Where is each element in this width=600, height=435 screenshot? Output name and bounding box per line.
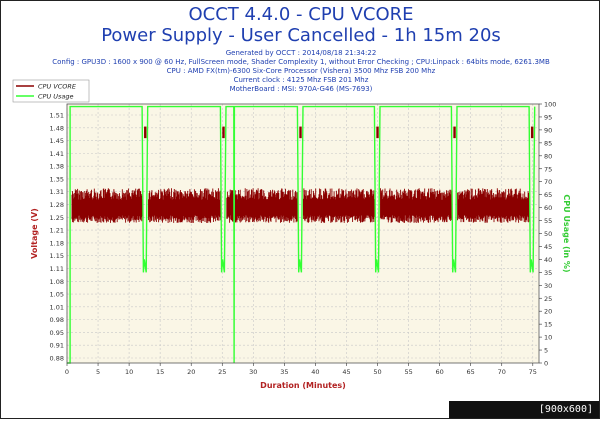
y-axis-label: Voltage (V)	[30, 208, 39, 259]
info-motherboard: MotherBoard : MSI: 970A-G46 (MS-7693)	[229, 85, 373, 93]
vcore-spike	[530, 126, 534, 139]
y2-tick-label: 10	[544, 334, 552, 342]
info-clock: Current clock : 4125 Mhz FSB 201 Mhz	[233, 76, 369, 84]
x-tick-label: 70	[498, 368, 506, 376]
x-tick-label: 45	[342, 368, 350, 376]
y-tick-label: 1.51	[50, 112, 64, 120]
x-tick-label: 35	[280, 368, 288, 376]
y2-tick-label: 15	[544, 321, 552, 329]
x-tick-label: 5	[96, 368, 100, 376]
series-cpu-usage	[67, 105, 536, 364]
info-generated: Generated by OCCT : 2014/08/18 21:34:22	[225, 49, 377, 57]
x-tick-label: 20	[187, 368, 195, 376]
y-tick-label: 1.11	[50, 265, 64, 273]
y-tick-label: 0.98	[50, 316, 64, 324]
y2-tick-label: 60	[544, 204, 552, 212]
chart-subtitle: Power Supply - User Cancelled - 1h 15m 2…	[101, 25, 501, 46]
x-tick-label: 10	[125, 368, 133, 376]
y2-tick-label: 75	[544, 165, 552, 173]
y2-tick-label: 35	[544, 269, 552, 277]
y2-tick-label: 80	[544, 152, 552, 160]
x-tick-label: 0	[65, 368, 69, 376]
y-tick-label: 1.21	[50, 227, 64, 235]
chart-frame: OCCT 4.4.0 - CPU VCORE Power Supply - Us…	[0, 0, 600, 419]
y-tick-label: 1.08	[50, 278, 64, 286]
y2-tick-label: 95	[544, 113, 552, 121]
x-tick-label: 75	[529, 368, 537, 376]
y-tick-label: 1.35	[50, 175, 64, 183]
legend: CPU VCORE CPU Usage	[12, 79, 90, 103]
chart-title: OCCT 4.4.0 - CPU VCORE	[188, 4, 414, 25]
y-tick-label: 1.41	[50, 150, 64, 158]
footer-watermark: [900x600] http://upic.me/	[449, 401, 599, 432]
legend-label-usage: CPU Usage	[38, 93, 74, 101]
vcore-spike	[299, 126, 302, 139]
y2-tick-label: 90	[544, 126, 552, 134]
y2-tick-label: 20	[544, 308, 552, 316]
y2-tick-label: 55	[544, 217, 552, 225]
y2-tick-label: 100	[544, 101, 556, 109]
y2-tick-label: 25	[544, 295, 552, 303]
y2-tick-label: 30	[544, 282, 552, 290]
x-axis-label: Duration (Minutes)	[260, 381, 346, 390]
y2-tick-label: 85	[544, 139, 552, 147]
vcore-spike	[376, 126, 379, 139]
x-tick-label: 40	[311, 368, 319, 376]
y-tick-label: 1.05	[50, 291, 64, 299]
y-tick-label: 0.95	[50, 329, 64, 337]
info-cpu: CPU : AMD FX(tm)-6300 Six-Core Processor…	[166, 67, 436, 75]
y-tick-label: 1.15	[50, 252, 64, 260]
x-tick-label: 55	[404, 368, 412, 376]
info-config: Config : GPU3D : 1600 x 900 @ 60 Hz, Ful…	[52, 58, 550, 66]
y2-tick-label: 70	[544, 178, 552, 186]
y-tick-label: 1.31	[50, 188, 64, 196]
y2-axis-label: CPU Usage (in %)	[562, 194, 571, 272]
x-tick-label: 15	[156, 368, 164, 376]
x-tick-label: 65	[467, 368, 475, 376]
y-tick-label: 0.88	[50, 355, 64, 363]
y-tick-label: 1.45	[50, 137, 64, 145]
x-tick-label: 25	[218, 368, 226, 376]
x-tick-label: 50	[373, 368, 381, 376]
vcore-spike	[453, 126, 456, 139]
y-tick-label: 0.91	[50, 342, 64, 350]
y-tick-label: 1.18	[50, 239, 64, 247]
y-tick-label: 1.38	[50, 163, 64, 171]
y2-tick-label: 5	[544, 347, 548, 355]
y-tick-label: 1.25	[50, 214, 64, 222]
chart-svg: 0.88 0.91 0.95 0.98 1.01 1.05 1.08 1.11 1.15 1.18…	[12, 79, 571, 390]
y2-tick-label: 45	[544, 243, 552, 251]
y2-tick-label: 0	[544, 360, 548, 368]
legend-label-vcore: CPU VCORE	[38, 83, 77, 91]
y2-tick-label: 65	[544, 191, 552, 199]
y2-tick-label: 50	[544, 230, 552, 238]
y-tick-label: 1.28	[50, 201, 64, 209]
x-tick-label: 60	[435, 368, 443, 376]
y-tick-label: 1.48	[50, 124, 64, 132]
x-tick-label: 30	[249, 368, 257, 376]
y-tick-label: 1.01	[50, 303, 64, 311]
vcore-spike	[144, 126, 147, 139]
vcore-spike	[222, 126, 225, 139]
y2-tick-label: 40	[544, 256, 552, 264]
